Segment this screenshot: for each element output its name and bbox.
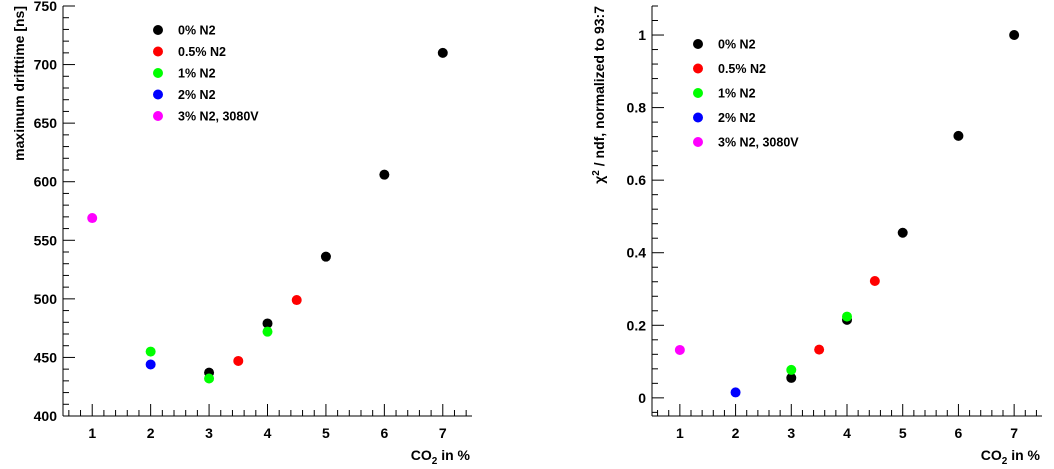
y-tick-label: 450 xyxy=(34,349,58,365)
x-axis-label: CO2 in % xyxy=(411,447,471,467)
data-point xyxy=(814,344,825,355)
x-axis-label: CO2 in % xyxy=(981,447,1041,467)
chi2-panel: 1 2 3 4 5 6 7 0 0.2 0.4 0.6 0.8 1 CO2 in % χ2 / ndf, n… xyxy=(591,5,1042,467)
x-tick-label: 4 xyxy=(843,425,851,441)
x-tick-label: 1 xyxy=(676,425,684,441)
data-point xyxy=(87,213,98,224)
data-point xyxy=(786,372,797,383)
x-tick-label: 3 xyxy=(787,425,795,441)
legend-label: 0.5% N2 xyxy=(178,45,226,59)
y-tick-label: 500 xyxy=(34,291,58,307)
y-tick-label: 700 xyxy=(34,57,58,73)
legend-marker xyxy=(693,63,703,74)
y-tick-label: 0.4 xyxy=(627,245,647,261)
x-tick-label: 2 xyxy=(147,425,155,441)
legend-label: 2% N2 xyxy=(178,88,216,102)
y-tick-label: 0 xyxy=(638,390,646,406)
data-point xyxy=(145,346,156,357)
x-tick-label: 1 xyxy=(88,425,96,441)
legend-label: 3% N2, 3080V xyxy=(178,110,259,124)
x-tick-label: 2 xyxy=(732,425,740,441)
data-point xyxy=(1009,30,1020,41)
y-tick-label: 650 xyxy=(34,115,58,131)
y-axis-label: χ2 / ndf, normalized to 93:7 xyxy=(591,6,607,184)
x-tick-label: 5 xyxy=(322,425,330,441)
data-point xyxy=(842,311,852,322)
x-tick-label: 5 xyxy=(899,425,907,441)
y-tick-label: 0.8 xyxy=(627,100,647,116)
drifttime-panel: 1 2 3 4 5 6 7 400 450 500 550 600 650 700 750 CO2 in % m… xyxy=(11,0,472,467)
legend-marker xyxy=(153,68,163,78)
legend-label: 1% N2 xyxy=(178,67,216,81)
data-point xyxy=(786,364,797,375)
legend-label: 3% N2, 3080V xyxy=(718,136,799,150)
y-tick-label: 1 xyxy=(638,27,646,43)
y-tick-label: 0.2 xyxy=(627,317,647,333)
data-point xyxy=(320,251,331,262)
x-tick-label: 6 xyxy=(380,425,388,441)
x-tick-label: 4 xyxy=(264,425,272,441)
data-point xyxy=(869,276,880,287)
data-point xyxy=(897,227,908,238)
data-point xyxy=(204,373,215,384)
y-tick-label: 0.6 xyxy=(627,172,647,188)
data-point xyxy=(145,359,156,370)
legend-label: 1% N2 xyxy=(718,87,756,101)
legend-label: 0% N2 xyxy=(178,24,216,38)
x-tick-label: 3 xyxy=(205,425,213,441)
data-point xyxy=(233,355,244,366)
legend-marker xyxy=(693,88,703,98)
y-tick-label: 750 xyxy=(34,0,58,14)
legend-marker xyxy=(153,25,163,35)
y-tick-label: 400 xyxy=(34,408,58,424)
data-point xyxy=(291,295,302,306)
data-point xyxy=(262,318,273,329)
data-point xyxy=(437,47,448,58)
legend-label: 2% N2 xyxy=(718,111,756,125)
x-tick-label: 6 xyxy=(955,425,963,441)
legend-marker xyxy=(153,111,163,121)
data-point xyxy=(674,344,685,355)
legend-marker xyxy=(693,39,703,49)
legend-marker xyxy=(153,46,163,57)
data-point xyxy=(730,387,741,398)
data-point xyxy=(262,326,273,337)
y-tick-label: 550 xyxy=(34,232,58,248)
y-tick-label: 600 xyxy=(34,174,58,190)
x-tick-label: 7 xyxy=(1010,425,1018,441)
legend-marker xyxy=(693,112,703,123)
legend-marker xyxy=(693,137,703,147)
data-point xyxy=(953,130,964,141)
legend-label: 0% N2 xyxy=(718,38,756,52)
legend-label: 0.5% N2 xyxy=(718,62,766,76)
y-axis-label: maximum drifttime [ns] xyxy=(11,6,27,161)
x-tick-label: 7 xyxy=(439,425,447,441)
data-point xyxy=(379,169,390,180)
legend-marker xyxy=(153,89,163,100)
